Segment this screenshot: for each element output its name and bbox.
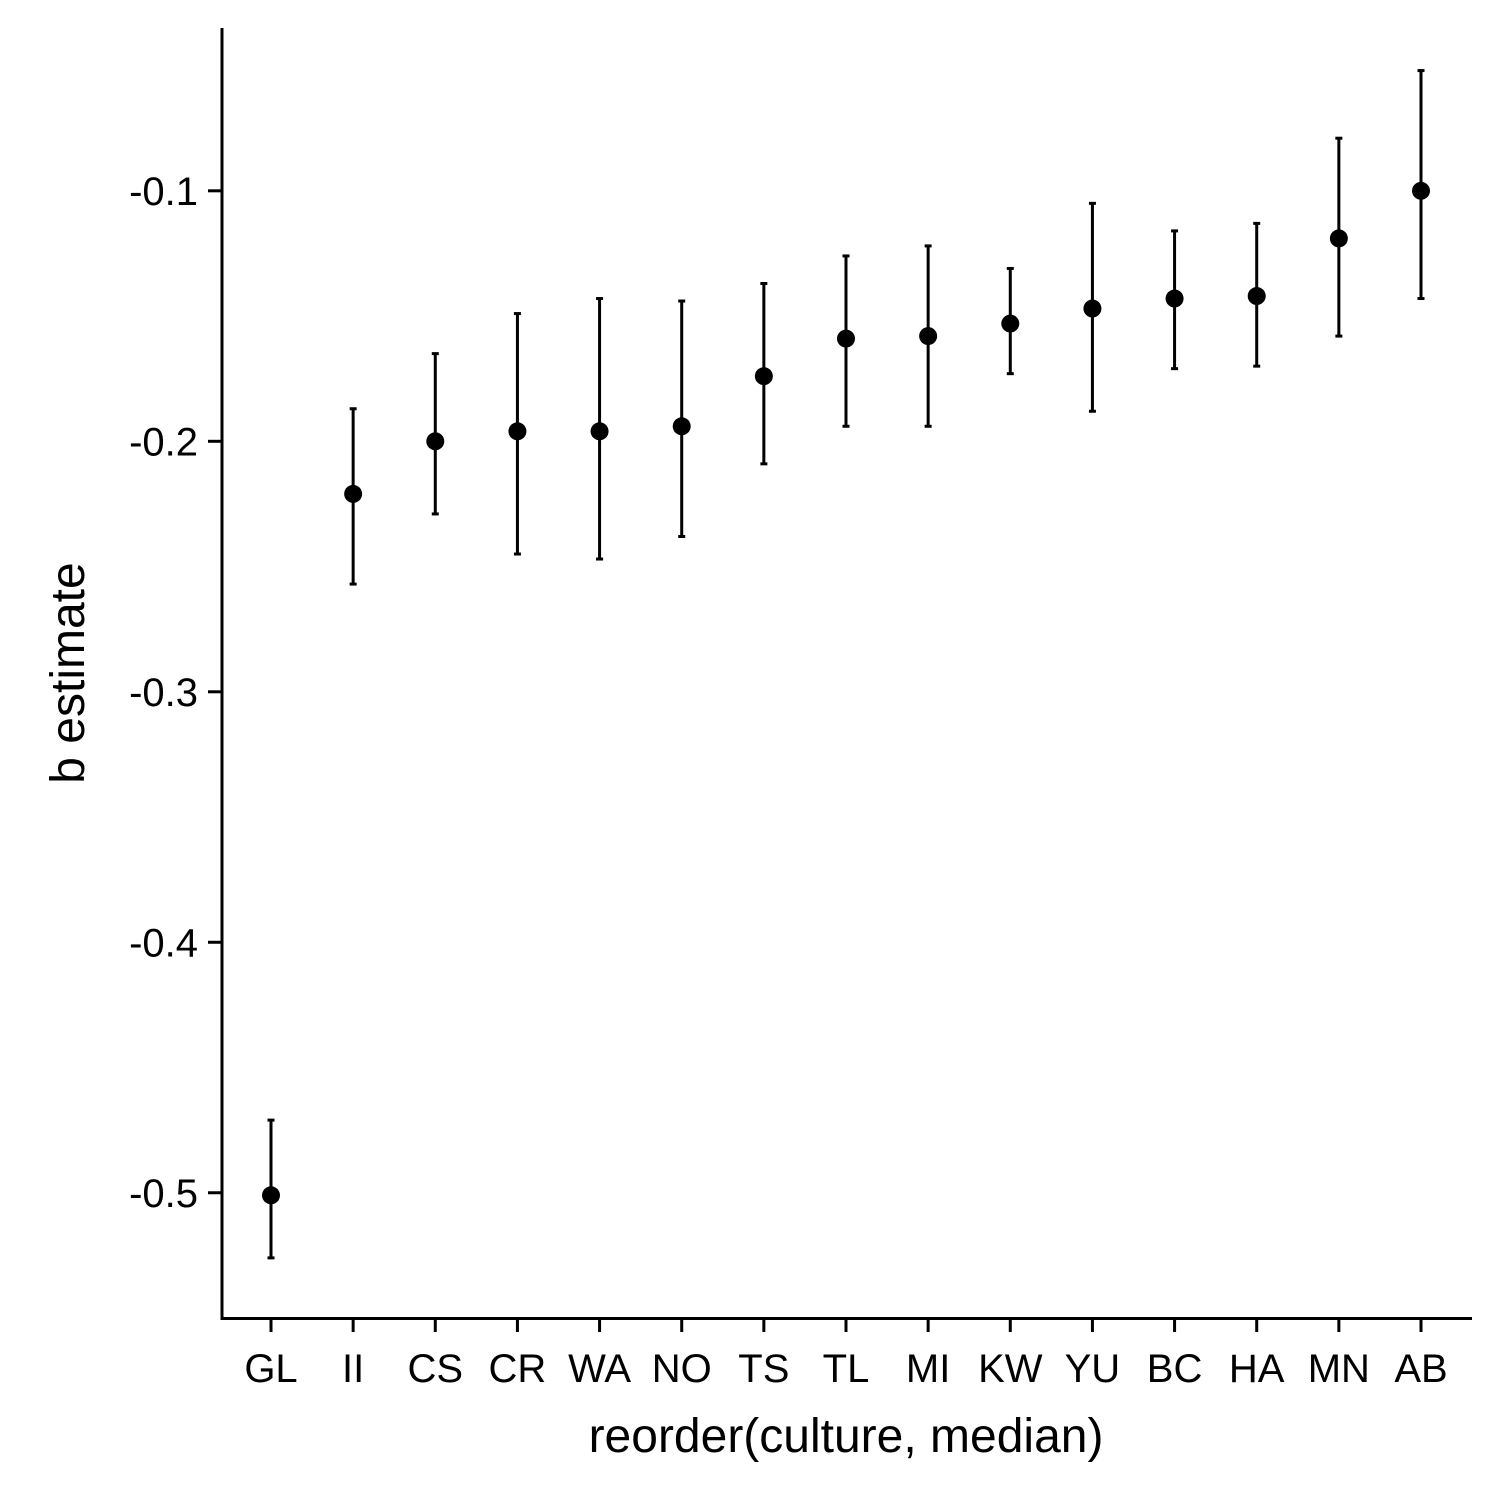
x-tick-label: II (342, 1347, 364, 1391)
x-tick-label: CR (489, 1347, 547, 1391)
y-axis-title: b estimate (42, 562, 95, 783)
x-tick-label: KW (978, 1347, 1043, 1391)
x-axis-ticks: GL II CS CR WA NO TS TL MI KW YU BC HA MN AB (244, 1318, 1448, 1391)
x-tick-label: HA (1229, 1347, 1285, 1391)
data-point (837, 329, 855, 348)
x-tick-label: GL (244, 1347, 297, 1391)
data-point (1247, 287, 1266, 306)
data-point (1083, 299, 1102, 318)
data-point (344, 484, 363, 503)
x-axis-title: reorder(culture, median) (589, 1410, 1104, 1463)
x-tick-label: MN (1308, 1347, 1370, 1391)
data-point (508, 422, 527, 441)
y-axis-ticks: -0.5 -0.4 -0.3 -0.2 -0.1 (129, 170, 222, 1216)
data-point (754, 367, 773, 386)
y-tick-label: -0.3 (129, 671, 198, 715)
x-tick-label: TL (823, 1347, 870, 1391)
data-point (1165, 289, 1184, 308)
data-point (672, 417, 691, 436)
x-tick-label: CS (407, 1347, 463, 1391)
y-tick-label: -0.4 (129, 921, 198, 965)
x-tick-label: WA (568, 1347, 631, 1391)
x-tick-label: NO (652, 1347, 712, 1391)
data-point (262, 1186, 280, 1205)
data-point (1329, 229, 1348, 248)
y-tick-label: -0.2 (129, 420, 198, 464)
data-point (1412, 181, 1430, 200)
x-tick-label: AB (1394, 1347, 1447, 1391)
data-point (919, 327, 938, 346)
x-tick-label: TS (738, 1347, 789, 1391)
data-point (426, 432, 445, 451)
x-tick-label: YU (1065, 1347, 1121, 1391)
x-tick-label: MI (906, 1347, 950, 1391)
x-tick-label: BC (1147, 1347, 1203, 1391)
y-tick-label: -0.5 (129, 1172, 198, 1216)
plot-marks (262, 69, 1430, 1260)
data-point (590, 422, 609, 441)
y-tick-label: -0.1 (129, 170, 198, 214)
data-point (1001, 314, 1020, 333)
